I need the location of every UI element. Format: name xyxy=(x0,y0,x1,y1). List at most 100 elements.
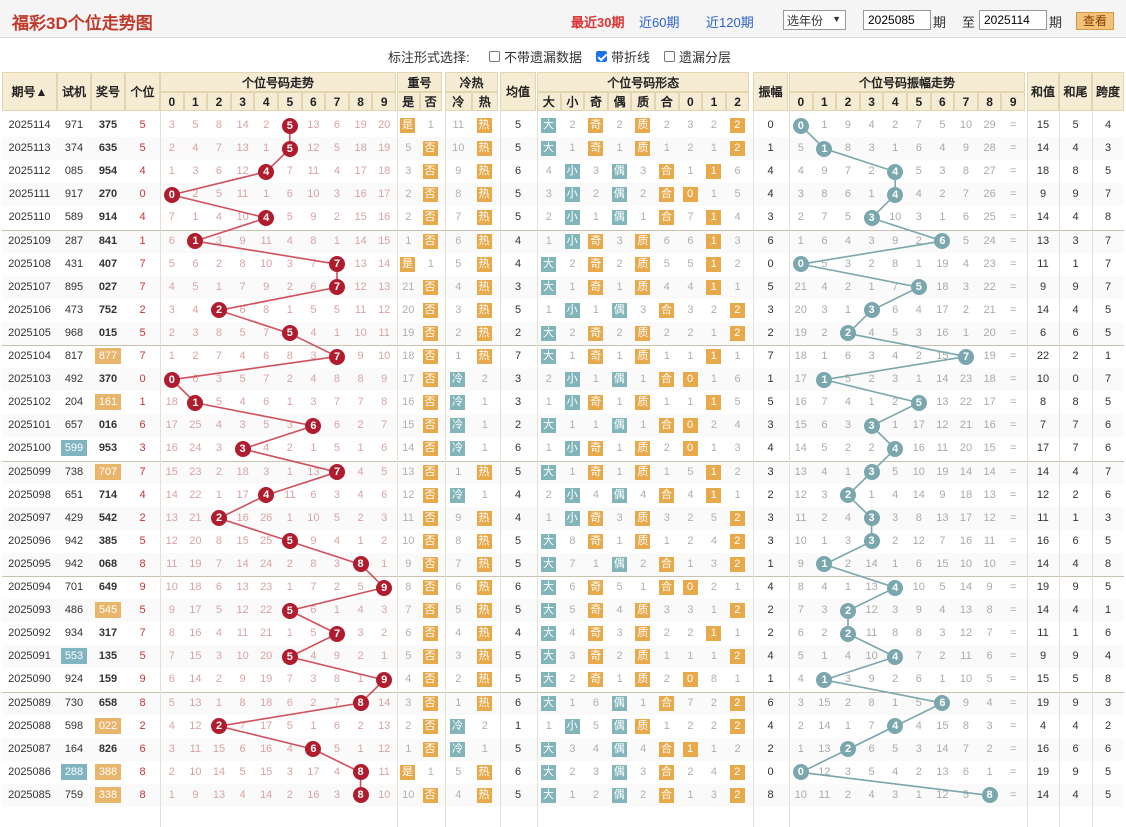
hot-tag: 热 xyxy=(476,302,492,318)
tail-cell: 1 xyxy=(1072,257,1079,270)
repeat-miss-cell: 9 xyxy=(405,557,412,570)
cold-tag: 冷 xyxy=(450,441,465,457)
amp-miss-cell: 1 xyxy=(844,581,852,593)
period-120-link[interactable]: 近120期 xyxy=(706,15,754,30)
shape-miss-cell: 1 xyxy=(569,350,576,362)
trend-miss-cell: 10 xyxy=(307,511,320,524)
span-cell: 7 xyxy=(1104,373,1112,386)
trial-cell: 431 xyxy=(64,257,84,270)
trend-miss-cell: 14 xyxy=(236,557,249,570)
shape-tag: 大 xyxy=(541,118,556,133)
shape-miss-cell: 2 xyxy=(592,788,600,801)
trend-ball: 0 xyxy=(163,186,180,203)
header-repeat-no: 否 xyxy=(419,92,442,111)
shape-tag: 奇 xyxy=(588,510,604,526)
shape-miss-cell: 2 xyxy=(616,650,623,663)
trend-miss-cell: 4 xyxy=(286,234,293,247)
tail-cell: 9 xyxy=(1072,696,1079,709)
hot-tag: 热 xyxy=(476,164,492,180)
trend-miss-cell: 24 xyxy=(260,557,273,570)
amp-miss-cell: 17 xyxy=(983,396,996,409)
repeat-miss-cell: 8 xyxy=(405,581,412,593)
shape-miss-cell: 2 xyxy=(687,719,694,732)
trend-miss-cell: 8 xyxy=(310,234,317,247)
hotcold-miss-cell: 1 xyxy=(481,396,488,409)
issue-cell: 2025105 xyxy=(8,326,51,339)
period-60-link[interactable]: 近60期 xyxy=(639,15,680,30)
shape-miss-cell: 1 xyxy=(640,581,647,593)
cold-tag: 冷 xyxy=(450,372,465,388)
trend-miss-cell: 3 xyxy=(333,788,341,801)
header-shape-col: 2 xyxy=(725,92,750,111)
issue-cell: 2025093 xyxy=(8,604,51,617)
amp-miss-cell: 7 xyxy=(915,119,922,131)
issue-cell: 2025111 xyxy=(8,188,51,201)
shape-miss-cell: 5 xyxy=(592,719,600,732)
trend-miss-cell: 1 xyxy=(310,442,317,455)
option-polyline[interactable]: 带折线 xyxy=(596,47,650,66)
trend-miss-cell: 7 xyxy=(215,557,223,570)
trend-miss-cell: 7 xyxy=(239,280,246,293)
shape-miss-cell: 2 xyxy=(663,326,670,339)
cold-tag: 冷 xyxy=(450,418,465,434)
shape-miss-cell: 1 xyxy=(734,280,741,293)
shape-tag: 质 xyxy=(635,233,651,249)
shape-tag: 偶 xyxy=(611,787,627,803)
shape-miss-cell: 1 xyxy=(569,696,576,709)
year-select[interactable]: 选年份 ▼ xyxy=(783,10,846,30)
view-button[interactable]: 查看 xyxy=(1076,12,1114,30)
amp-ball: 3 xyxy=(863,533,880,550)
shape-tag: 质 xyxy=(635,279,651,295)
shape-miss-cell: 1 xyxy=(640,419,647,432)
header-issue[interactable]: 期号▲ xyxy=(2,72,57,111)
amp-miss-cell: 3 xyxy=(868,234,875,247)
trend-miss-cell: 13 xyxy=(236,581,249,593)
trend-miss-cell: 17 xyxy=(260,719,273,732)
unit-cell: 1 xyxy=(139,396,146,409)
span-cell: 4 xyxy=(1104,119,1112,131)
header-trend-digit: 7 xyxy=(325,92,349,111)
trend-miss-cell: 3 xyxy=(286,419,293,432)
from-issue-input[interactable] xyxy=(863,10,931,30)
trend-miss-cell: 13 xyxy=(189,696,202,709)
amp-miss-cell: 2 xyxy=(915,234,922,247)
repeat-tag: 否 xyxy=(422,649,438,665)
checkbox-polyline[interactable] xyxy=(596,51,607,62)
option-miss-layer[interactable]: 遗漏分层 xyxy=(664,47,731,66)
shape-tag: 质 xyxy=(635,118,651,133)
shape-tag: 小 xyxy=(564,164,580,180)
shape-miss-cell: 3 xyxy=(710,557,718,570)
tail-cell: 4 xyxy=(1072,557,1079,570)
shape-miss-cell: 5 xyxy=(710,511,718,524)
trend-miss-cell: 13 xyxy=(165,511,178,524)
trend-miss-cell: 3 xyxy=(286,257,293,270)
avg-cell: 5 xyxy=(514,119,522,131)
amp-ball: 5 xyxy=(910,394,927,411)
amp-miss-cell: 10 xyxy=(865,650,878,663)
checkbox-no-miss[interactable] xyxy=(489,51,500,62)
amp-miss-cell: 5 xyxy=(821,442,828,455)
option-no-miss[interactable]: 不带遗漏数据 xyxy=(489,47,582,66)
trend-miss-cell: 1 xyxy=(168,350,175,362)
amp-miss-cell: = xyxy=(1009,765,1017,778)
sum-cell: 19 xyxy=(1036,765,1050,778)
amp-miss-cell: 13 xyxy=(936,511,949,524)
period-30-link[interactable]: 最近30期 xyxy=(571,15,625,30)
hotcold-miss-cell: 9 xyxy=(455,511,462,524)
header-amp-digit: 9 xyxy=(1001,92,1025,111)
header-trend-digit: 4 xyxy=(254,92,278,111)
amp-miss-cell: 5 xyxy=(844,211,852,224)
amp-ball: 3 xyxy=(863,510,880,527)
hot-tag: 热 xyxy=(476,256,492,272)
checkbox-miss-layer[interactable] xyxy=(664,51,675,62)
trend-miss-cell: 3 xyxy=(215,373,223,386)
to-issue-input[interactable] xyxy=(979,10,1047,30)
trend-miss-cell: 24 xyxy=(189,442,202,455)
shape-miss-cell: 4 xyxy=(592,488,600,501)
tail-cell: 9 xyxy=(1072,650,1079,663)
shape-tag: 大 xyxy=(541,464,556,480)
trend-miss-cell: 6 xyxy=(381,442,388,455)
span-cell: 6 xyxy=(1104,627,1112,640)
trend-ball: 5 xyxy=(281,140,298,157)
tail-cell: 9 xyxy=(1072,188,1079,201)
